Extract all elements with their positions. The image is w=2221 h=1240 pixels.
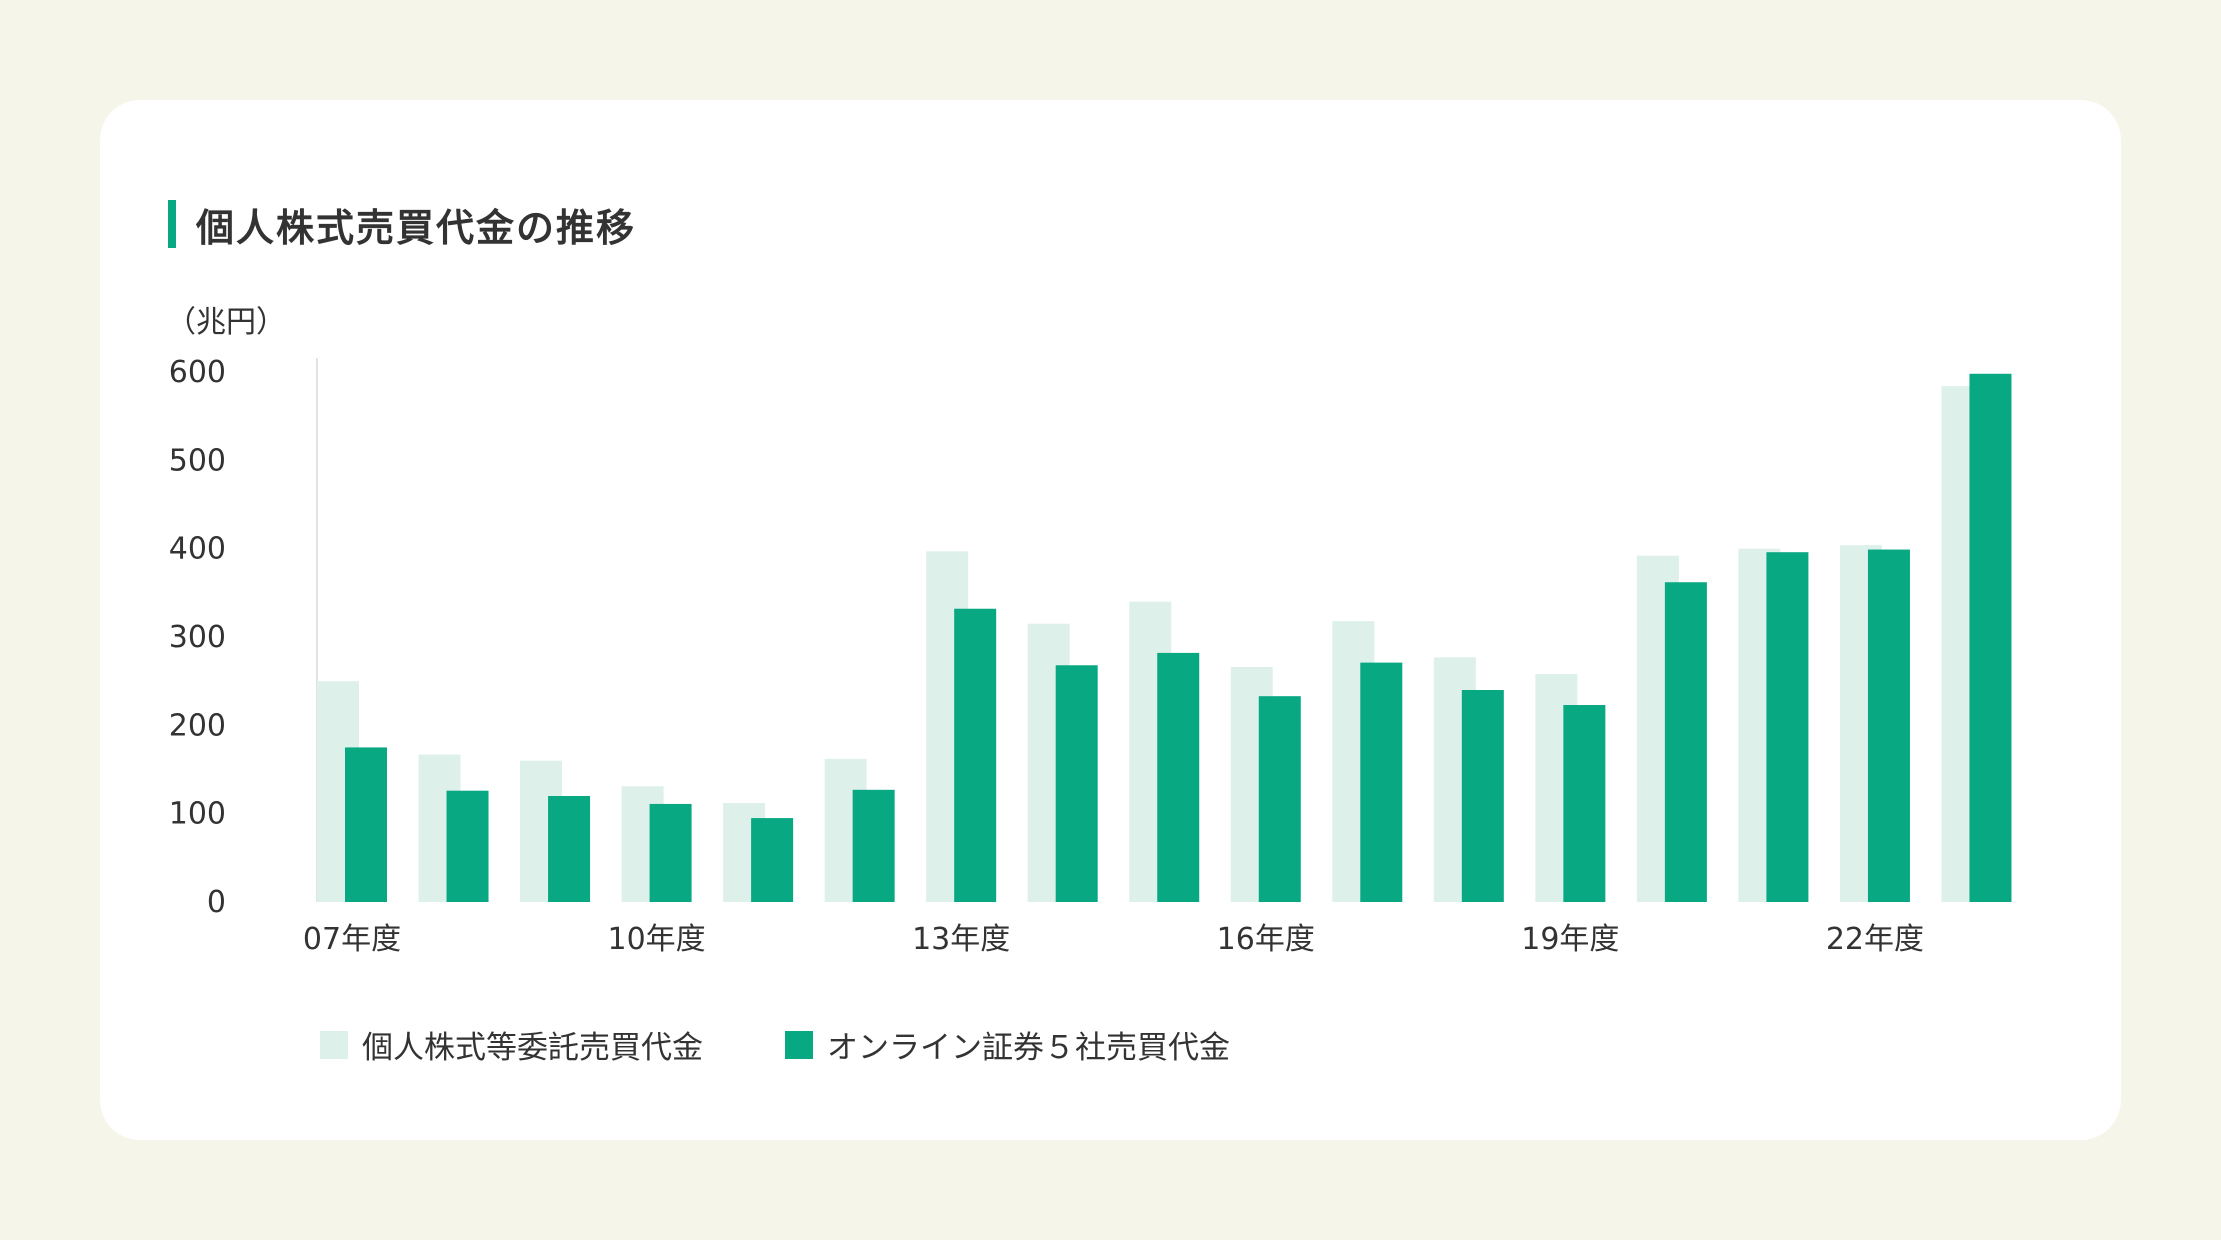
x-tick-label-19年度: 19年度 [1521,922,1619,957]
bar-online-07年度 [345,747,387,902]
bar-online-08年度 [446,790,489,902]
legend-label-light: 個人株式等委託売買代金 [362,1030,703,1066]
chart-card: 個人株式売買代金の推移 （兆円） 0 100 200 300 400 500 600 07年度 1… [100,100,2121,1140]
bar-chart: （兆円） 0 100 200 300 400 500 600 07年度 10年度 13年度 16年度 1… [166,305,2012,957]
legend-label-dark: オンライン証券５社売買代金 [827,1030,1230,1066]
y-tick-label-0: 0 [207,885,226,920]
y-tick-label-500: 500 [169,443,226,478]
y-axis-label: （兆円） [166,305,286,340]
bar-online-13年度 [954,608,997,902]
x-tick-label-07年度: 07年度 [303,922,401,957]
bar-online-17年度 [1360,662,1403,902]
y-tick-label-300: 300 [169,620,226,655]
legend-item-dark: オンライン証券５社売買代金 [785,1022,1230,1067]
bar-online-12年度 [852,789,895,902]
bar-online-19年度 [1563,705,1606,902]
chart-title: 個人株式売買代金の推移 [196,205,637,250]
bar-online-23年度 [1969,373,2012,902]
legend-swatch-dark [785,1030,813,1059]
bar-online-21年度 [1766,552,1809,902]
x-tick-label-22年度: 22年度 [1826,922,1924,957]
bar-online-20年度 [1664,582,1707,902]
chart-legend: 個人株式等委託売買代金 オンライン証券５社売買代金 [320,1022,1312,1067]
bar-online-16年度 [1258,696,1301,902]
y-tick-label-200: 200 [169,708,226,743]
x-tick-label-13年度: 13年度 [912,922,1010,957]
y-tick-label-400: 400 [169,532,226,567]
bar-online-10年度 [649,803,692,902]
chart-title-area: 個人株式売買代金の推移 [168,200,636,250]
y-tick-label-600: 600 [169,355,226,390]
bar-online-11年度 [751,818,794,902]
x-tick-label-10年度: 10年度 [607,922,705,957]
bar-online-22年度 [1867,549,1910,902]
y-tick-label-100: 100 [169,797,226,832]
bar-online-15年度 [1157,652,1200,902]
bar-online-14年度 [1055,665,1098,902]
bar-online-09年度 [548,796,591,902]
legend-item-light: 個人株式等委託売買代金 [320,1022,703,1067]
bar-online-18年度 [1461,690,1504,902]
x-tick-label-16年度: 16年度 [1217,922,1315,957]
legend-swatch-light [320,1030,348,1059]
title-accent-bar [168,200,176,248]
